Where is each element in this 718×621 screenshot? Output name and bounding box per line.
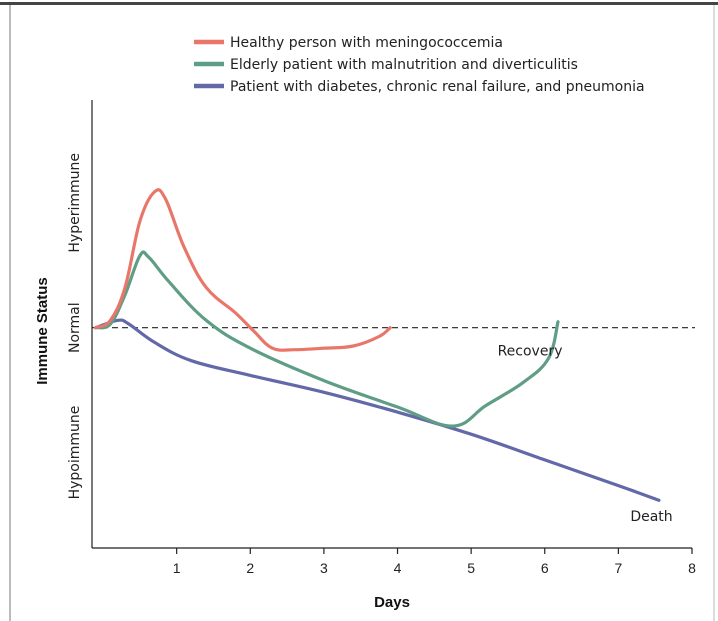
figure-top-rule — [0, 2, 718, 5]
x-tick-label: 3 — [320, 560, 328, 576]
annotation-label: Death — [630, 509, 672, 525]
x-tick-label: 1 — [173, 560, 181, 576]
x-tick-label: 4 — [394, 560, 402, 576]
legend-label: Patient with diabetes, chronic renal fai… — [230, 79, 645, 95]
legend-label: Elderly patient with malnutrition and di… — [230, 57, 578, 73]
x-tick-label: 5 — [467, 560, 475, 576]
series-lines — [94, 188, 661, 502]
series-line-2 — [94, 250, 560, 428]
legend: Healthy person with meningococcemia Elder… — [194, 35, 645, 95]
x-axis-title: Days — [374, 594, 410, 611]
x-tick-label: 7 — [614, 560, 622, 576]
x-tick-label: 8 — [688, 560, 696, 576]
y-axis-category-labels: Hyperimmune Normal Hypoimmune — [67, 153, 83, 499]
y-axis-title: Immune Status — [34, 277, 51, 385]
series-line-3 — [94, 318, 661, 502]
x-tick-label: 6 — [541, 560, 549, 576]
y-category-label: Hypoimmune — [67, 406, 83, 500]
legend-label: Healthy person with meningococcemia — [230, 35, 503, 51]
x-tick-label: 2 — [246, 560, 254, 576]
series-line-1 — [94, 188, 392, 352]
y-category-label: Hyperimmune — [67, 153, 83, 253]
annotation-label: Recovery — [498, 344, 563, 360]
x-axis-ticks: 1 2 3 4 5 6 7 8 — [173, 548, 696, 576]
y-category-label: Normal — [67, 302, 83, 353]
annotations: Recovery Death — [498, 344, 673, 525]
